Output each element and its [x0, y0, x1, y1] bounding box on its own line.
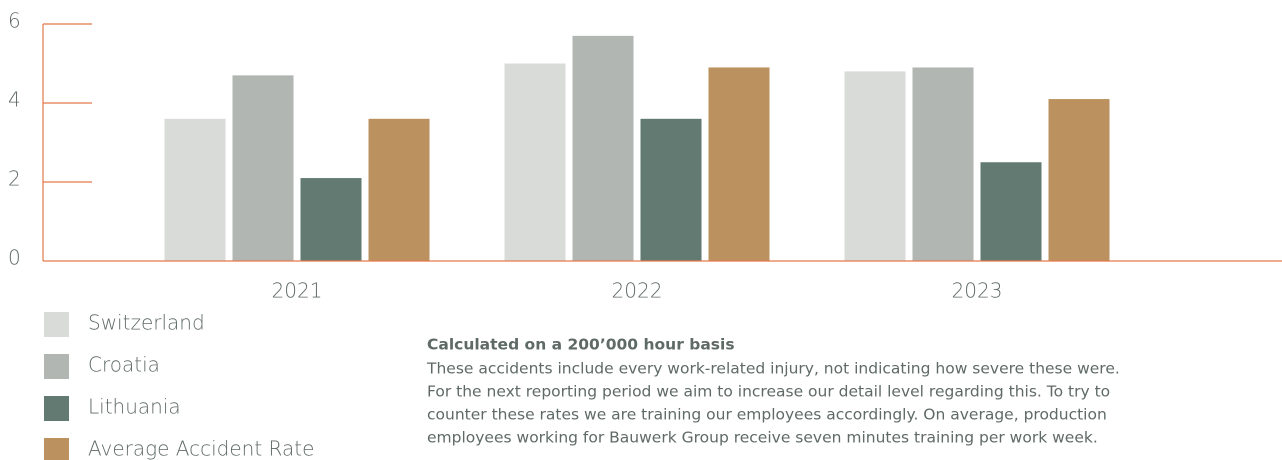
bar	[708, 67, 770, 261]
note-title: Calculated on a 200’000 hour basis	[427, 336, 735, 354]
note-line: For the next reporting period we aim to …	[427, 383, 1110, 401]
bar	[300, 178, 362, 261]
bar	[1048, 99, 1110, 261]
y-tick-label: 0	[8, 246, 21, 270]
bar	[164, 118, 226, 261]
x-tick-label: 2021	[272, 279, 323, 303]
note-line: These accidents include every work-relat…	[426, 360, 1120, 378]
legend-label: Croatia	[88, 353, 160, 377]
legend-label: Average Accident Rate	[88, 437, 314, 460]
bar	[572, 35, 634, 261]
note-line: counter these rates we are training our …	[427, 406, 1107, 424]
bar	[980, 162, 1042, 261]
x-tick-label: 2023	[952, 279, 1003, 303]
bar	[844, 71, 906, 262]
bar	[640, 118, 702, 261]
legend-swatch	[44, 354, 69, 379]
note-line: employees working for Bauwerk Group rece…	[427, 429, 1098, 447]
bar	[368, 118, 430, 261]
y-tick-label: 2	[8, 167, 21, 191]
y-tick-label: 4	[8, 88, 21, 112]
x-tick-label: 2022	[612, 279, 663, 303]
bar	[232, 75, 294, 261]
y-tick-label: 6	[8, 9, 21, 33]
bar	[912, 67, 974, 261]
bar	[504, 63, 566, 261]
legend-label: Lithuania	[88, 395, 181, 419]
legend-swatch	[44, 312, 69, 337]
legend-swatch	[44, 438, 69, 460]
legend-swatch	[44, 396, 69, 421]
legend-label: Switzerland	[88, 311, 205, 335]
